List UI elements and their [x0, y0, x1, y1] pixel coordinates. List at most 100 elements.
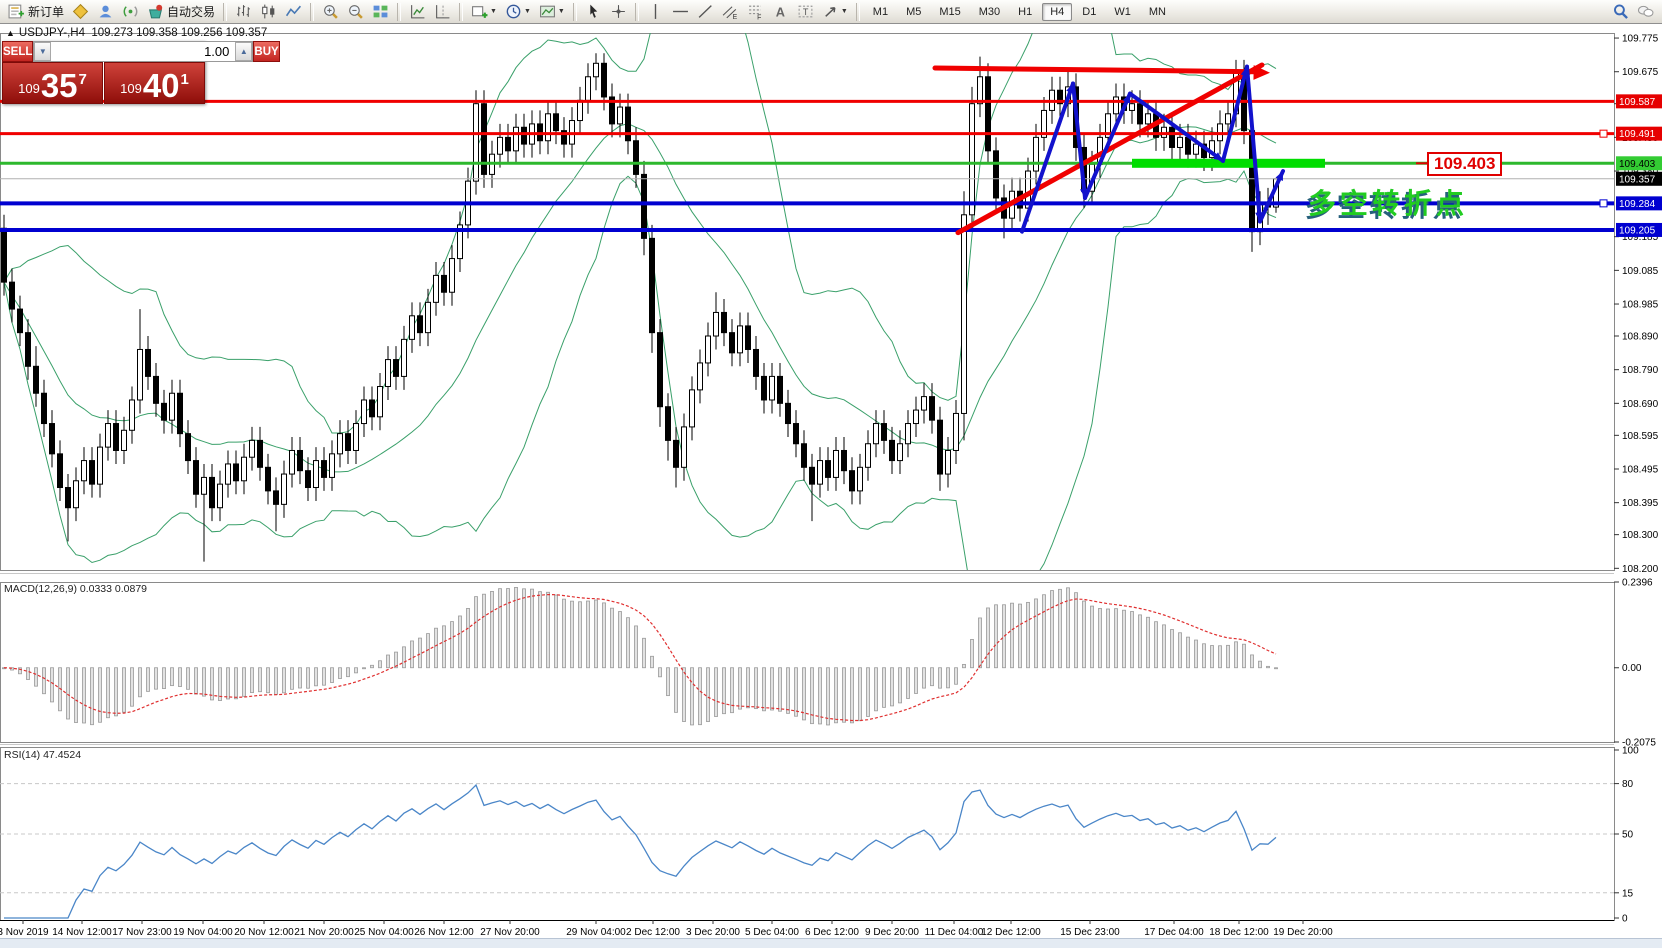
chart-window[interactable]: 109.775109.675109.580109.480109.380109.1… — [0, 24, 1662, 938]
svg-text:108.790: 108.790 — [1622, 365, 1659, 376]
svg-text:F: F — [757, 14, 761, 20]
autotrade-button[interactable]: 自动交易 — [144, 2, 218, 22]
add-indicator-icon — [472, 6, 488, 18]
svg-text:9 Dec 20:00: 9 Dec 20:00 — [865, 927, 919, 938]
period-separators-button[interactable] — [431, 2, 454, 22]
volume-decrease-button[interactable]: ▼ — [34, 42, 52, 61]
zoom-in-icon — [324, 5, 338, 19]
dropdown-caret-icon[interactable]: ▼ — [490, 8, 497, 15]
svg-text:19 Dec 20:00: 19 Dec 20:00 — [1273, 927, 1333, 938]
hline-handle[interactable] — [1599, 199, 1608, 208]
panel-collapse-icon[interactable]: ▲ — [6, 28, 15, 38]
timeframe-m30-button[interactable]: M30 — [978, 5, 1001, 18]
signals-button[interactable] — [119, 2, 142, 22]
buy-price-prefix: 109 — [120, 81, 142, 96]
chart-line-button[interactable] — [282, 2, 305, 22]
horizontal-level-lines — [0, 99, 1614, 232]
metaeditor-button[interactable] — [69, 2, 92, 22]
price-axis[interactable]: 109.775109.675109.580109.480109.380109.1… — [1614, 34, 1662, 925]
timeframe-w1-button[interactable]: W1 — [1114, 5, 1131, 18]
bull-bear-turning-point-note: 多空转折点 — [1308, 188, 1469, 219]
fibonacci-button[interactable]: F — [744, 2, 767, 22]
new-order-button[interactable]: 新订单 — [5, 2, 67, 22]
cycles-button[interactable]: ▼ — [502, 2, 534, 22]
svg-text:-0.2075: -0.2075 — [1622, 738, 1656, 749]
indicators-window-button[interactable] — [406, 2, 429, 22]
ohlc-readout: 109.273 109.358 109.256 109.357 — [91, 27, 268, 39]
dropdown-caret-icon[interactable]: ▼ — [840, 8, 848, 15]
svg-text:50: 50 — [1622, 830, 1634, 841]
status-bar — [0, 938, 1662, 948]
toolbar-separator — [310, 2, 315, 21]
hline-button[interactable] — [669, 2, 692, 22]
zigzag-annotation — [1020, 64, 1285, 234]
community-button[interactable] — [94, 2, 117, 22]
dropdown-caret-icon[interactable]: ▼ — [557, 8, 565, 15]
timeframe-m1-button[interactable]: M1 — [872, 5, 889, 18]
text-label-button[interactable]: T — [794, 2, 817, 22]
svg-text:108.300: 108.300 — [1622, 530, 1659, 541]
add-indicator-button[interactable]: ▼ — [468, 2, 500, 22]
chart-bars-button[interactable] — [232, 2, 255, 22]
svg-text:25 Nov 04:00: 25 Nov 04:00 — [354, 927, 414, 938]
sell-price-button[interactable]: 109 35 7 — [2, 62, 103, 104]
svg-text:108.985: 108.985 — [1622, 300, 1659, 311]
arrows-icon — [825, 7, 836, 17]
vline-icon — [654, 4, 657, 19]
search-button[interactable] — [1609, 2, 1632, 22]
dropdown-caret-icon[interactable]: ▼ — [523, 8, 531, 15]
volume-control: ▼ ▲ — [33, 41, 254, 62]
template-button[interactable]: ▼ — [536, 2, 568, 22]
equidistant-channel-button[interactable]: E — [719, 2, 742, 22]
svg-text:3 Nov 2019: 3 Nov 2019 — [0, 927, 49, 938]
svg-text:E: E — [732, 14, 737, 20]
chart-candles-button[interactable] — [257, 2, 280, 22]
svg-text:108.690: 108.690 — [1622, 399, 1659, 410]
text-label-icon: T — [798, 5, 813, 18]
volume-increase-button[interactable]: ▲ — [235, 42, 253, 61]
buy-button[interactable]: BUY — [253, 41, 280, 62]
price-chart-canvas[interactable]: 109.775109.675109.580109.480109.380109.1… — [0, 24, 1662, 938]
time-axis[interactable]: 3 Nov 2019 14 Nov 12:00 17 Nov 23:00 19 Nov… — [0, 920, 1614, 938]
timeframe-m15-button[interactable]: M15 — [939, 5, 961, 18]
zoom-in-button[interactable] — [319, 2, 342, 22]
symbol-timeframe: USDJPY-,H4 — [18, 27, 85, 39]
svg-text:108.890: 108.890 — [1622, 332, 1659, 343]
svg-text:109.775: 109.775 — [1622, 34, 1659, 45]
svg-text:21 Nov 20:00: 21 Nov 20:00 — [294, 927, 354, 938]
trendline-button[interactable] — [694, 2, 717, 22]
toolbar: 新订单 自动交易 ▼ ▼ ▼ E F A T ▼ M1 M5 M15 M30 H1 H4 D1 W1 MN — [0, 0, 1662, 24]
text-button[interactable]: A — [769, 2, 792, 22]
tile-windows-button[interactable] — [369, 2, 392, 22]
svg-text:5 Dec 04:00: 5 Dec 04:00 — [745, 927, 799, 938]
timeframe-mn-button[interactable]: MN — [1148, 5, 1166, 18]
vline-button[interactable] — [644, 2, 667, 22]
chart-title: ▲ USDJPY-,H4 109.273 109.358 109.256 109.… — [6, 27, 267, 39]
rsi-layer — [0, 783, 1614, 919]
timeframe-h1-button[interactable]: H1 — [1018, 5, 1033, 18]
svg-text:80: 80 — [1622, 779, 1634, 790]
fibonacci-icon: F — [748, 5, 761, 20]
cursor-icon — [590, 4, 598, 18]
arrows-button[interactable]: ▼ — [819, 2, 851, 22]
cursor-button[interactable] — [582, 2, 605, 22]
trendline-icon — [698, 5, 712, 18]
sell-button[interactable]: SELL — [2, 41, 34, 62]
volume-input[interactable] — [51, 42, 236, 61]
zoom-out-button[interactable] — [344, 2, 367, 22]
toolbar-separator — [459, 2, 464, 21]
chat-button[interactable] — [1634, 2, 1657, 22]
community-icon — [99, 5, 112, 18]
svg-text:12 Dec 12:00: 12 Dec 12:00 — [981, 927, 1041, 938]
timeframe-h4-button[interactable]: H4 — [1042, 2, 1073, 21]
svg-text:109.491: 109.491 — [1619, 129, 1656, 140]
crosshair-button[interactable] — [607, 2, 630, 22]
timeframe-m5-button[interactable]: M5 — [906, 5, 922, 18]
toolbar-separator — [572, 2, 577, 21]
svg-text:15: 15 — [1622, 888, 1634, 899]
zoom-out-icon — [349, 5, 363, 19]
timeframe-bar: M1 M5 M15 M30 H1 H4 D1 W1 MN — [864, 2, 1175, 21]
hline-handle[interactable] — [1599, 129, 1608, 138]
buy-price-button[interactable]: 109 40 1 — [104, 62, 205, 104]
timeframe-d1-button[interactable]: D1 — [1082, 5, 1097, 18]
